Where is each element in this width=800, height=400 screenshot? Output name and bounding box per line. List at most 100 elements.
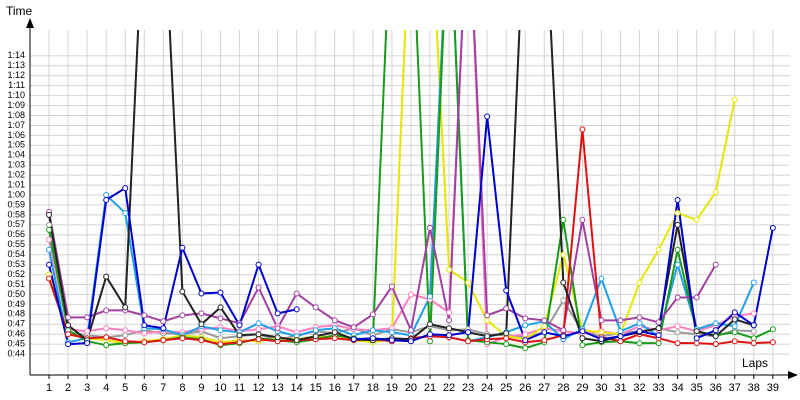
tick-labels: 0:440:450:460:470:480:490:500:510:520:53… xyxy=(7,50,779,394)
data-point xyxy=(388,283,395,290)
data-point xyxy=(217,304,224,311)
data-point xyxy=(179,288,186,295)
data-point xyxy=(236,322,243,329)
data-point xyxy=(731,329,738,336)
data-point xyxy=(46,275,53,282)
data-point xyxy=(427,321,433,328)
data-point xyxy=(122,327,129,334)
data-point xyxy=(255,326,262,333)
data-point xyxy=(236,332,243,339)
x-tick-label: 3 xyxy=(84,382,90,394)
data-point xyxy=(427,224,433,231)
data-point xyxy=(331,329,338,336)
x-tick-label: 1 xyxy=(46,382,52,394)
data-point xyxy=(312,327,319,334)
y-tick-label: 0:49 xyxy=(7,299,25,309)
y-tick-label: 1:06 xyxy=(7,130,25,140)
data-point xyxy=(560,216,567,223)
x-tick-label: 34 xyxy=(671,382,683,394)
data-point xyxy=(84,328,91,335)
data-point xyxy=(369,327,376,334)
data-point xyxy=(674,197,681,204)
data-point xyxy=(141,322,148,329)
x-tick-label: 35 xyxy=(691,382,703,394)
data-point xyxy=(617,328,624,335)
data-point xyxy=(674,261,681,268)
data-point xyxy=(655,332,662,339)
y-tick-label: 0:56 xyxy=(7,229,25,239)
y-tick-label: 0:46 xyxy=(7,329,25,339)
data-point xyxy=(198,337,205,344)
data-point xyxy=(369,335,376,342)
data-point xyxy=(750,279,757,286)
data-point xyxy=(65,341,72,348)
series-line xyxy=(48,30,755,343)
data-point xyxy=(560,279,567,286)
data-point xyxy=(312,333,319,340)
data-point xyxy=(217,341,224,348)
data-point xyxy=(198,310,205,317)
data-point xyxy=(560,333,567,340)
x-tick-label: 4 xyxy=(103,382,109,394)
data-point xyxy=(46,211,53,218)
data-point xyxy=(331,335,338,342)
data-point xyxy=(712,327,719,334)
data-point xyxy=(427,331,433,338)
y-tick-label: 0:57 xyxy=(7,219,25,229)
data-point xyxy=(674,294,681,301)
data-point xyxy=(750,340,757,347)
data-point xyxy=(179,244,186,251)
data-point xyxy=(331,317,338,324)
data-point xyxy=(598,329,605,336)
data-point xyxy=(427,293,433,300)
data-point xyxy=(693,216,700,223)
data-point xyxy=(731,309,738,316)
y-tick-label: 1:13 xyxy=(7,60,25,70)
y-axis-arrow xyxy=(26,18,34,28)
data-point xyxy=(674,329,681,336)
x-tick-label: 30 xyxy=(595,382,607,394)
x-tick-label: 17 xyxy=(348,382,360,394)
data-point xyxy=(141,330,148,337)
x-tick-label: 24 xyxy=(481,382,493,394)
data-point xyxy=(712,333,719,340)
data-point xyxy=(579,216,586,223)
data-point xyxy=(465,338,472,345)
data-point xyxy=(522,315,529,322)
data-point xyxy=(617,317,624,324)
x-tick-label: 8 xyxy=(179,382,185,394)
data-point xyxy=(541,329,548,336)
data-point xyxy=(769,326,776,333)
x-tick-label: 15 xyxy=(310,382,322,394)
data-point xyxy=(503,341,510,348)
data-point xyxy=(598,317,605,324)
data-point xyxy=(407,327,414,334)
data-point xyxy=(579,335,586,342)
data-point xyxy=(141,312,148,319)
x-tick-label: 9 xyxy=(198,382,204,394)
data-point xyxy=(731,323,738,330)
y-tick-label: 1:01 xyxy=(7,179,25,189)
data-point xyxy=(293,306,300,313)
x-tick-label: 7 xyxy=(160,382,166,394)
data-point xyxy=(255,320,262,327)
data-point xyxy=(103,197,110,204)
data-point xyxy=(560,251,567,258)
data-point xyxy=(655,246,662,253)
data-point xyxy=(255,284,262,291)
data-point xyxy=(122,185,129,192)
series-line xyxy=(48,30,717,334)
x-tick-label: 22 xyxy=(443,382,455,394)
x-tick-label: 13 xyxy=(271,382,283,394)
y-tick-label: 0:47 xyxy=(7,319,25,329)
y-axis-title: Time xyxy=(6,4,33,18)
data-point xyxy=(407,338,414,345)
x-tick-label: 31 xyxy=(614,382,626,394)
data-point xyxy=(122,338,129,345)
plot-area xyxy=(46,30,776,352)
data-point xyxy=(46,236,53,243)
data-point xyxy=(350,324,357,331)
x-tick-label: 10 xyxy=(214,382,226,394)
data-point xyxy=(465,279,472,286)
data-point xyxy=(312,304,319,311)
